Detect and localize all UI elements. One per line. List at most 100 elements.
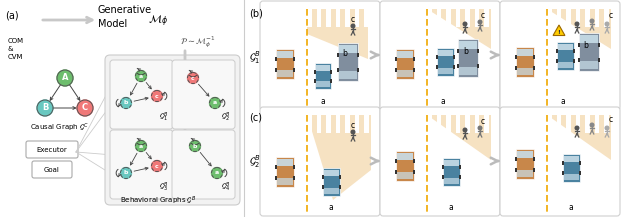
Bar <box>579 171 580 175</box>
Bar <box>326 115 331 133</box>
Bar <box>595 115 600 133</box>
Bar <box>413 56 415 61</box>
Bar <box>585 9 590 27</box>
Text: a: a <box>449 204 453 212</box>
Bar <box>465 115 470 133</box>
Bar <box>413 158 415 163</box>
Circle shape <box>575 126 579 130</box>
Circle shape <box>590 19 594 23</box>
Bar <box>575 9 580 27</box>
Bar <box>395 158 397 163</box>
Bar <box>317 9 321 27</box>
Bar <box>557 44 573 50</box>
Bar <box>566 115 571 133</box>
Bar <box>397 51 413 58</box>
Circle shape <box>463 22 467 26</box>
Circle shape <box>605 22 609 26</box>
Text: $\mathcal{G}_2^B$: $\mathcal{G}_2^B$ <box>249 154 261 170</box>
Circle shape <box>152 90 163 102</box>
Bar <box>337 67 339 71</box>
Bar <box>475 9 479 27</box>
Bar <box>276 157 294 187</box>
Text: a: a <box>440 97 445 107</box>
Bar <box>323 170 339 176</box>
Bar <box>575 115 580 133</box>
Bar <box>444 160 458 166</box>
Text: a: a <box>568 204 573 212</box>
FancyBboxPatch shape <box>380 1 500 110</box>
FancyBboxPatch shape <box>110 130 173 199</box>
Bar <box>395 67 397 71</box>
Bar <box>314 69 316 74</box>
Text: a: a <box>213 100 217 105</box>
Bar <box>456 9 460 27</box>
Bar <box>355 9 360 27</box>
Text: Executor: Executor <box>36 146 67 153</box>
Bar <box>459 41 477 49</box>
Bar <box>323 168 339 196</box>
Bar <box>364 115 369 133</box>
Bar <box>275 176 277 179</box>
Bar <box>396 151 414 181</box>
Polygon shape <box>427 9 491 49</box>
Bar <box>533 156 535 161</box>
Circle shape <box>575 22 579 26</box>
Bar <box>566 9 571 27</box>
Circle shape <box>351 130 355 134</box>
Circle shape <box>57 70 73 86</box>
Bar <box>275 67 277 71</box>
Text: b: b <box>124 171 128 176</box>
Bar <box>561 161 563 165</box>
Bar <box>316 65 330 71</box>
Bar <box>563 174 579 180</box>
Bar <box>475 115 479 133</box>
Bar <box>357 53 359 56</box>
Text: (c): (c) <box>249 112 262 122</box>
Bar <box>326 9 331 27</box>
Bar <box>465 9 470 27</box>
Bar <box>604 9 609 27</box>
Text: a: a <box>561 97 565 107</box>
Circle shape <box>605 126 609 130</box>
Bar <box>397 153 413 159</box>
Text: COM
&
CVM: COM & CVM <box>8 38 24 60</box>
Circle shape <box>478 20 482 24</box>
Text: a: a <box>139 143 143 148</box>
Polygon shape <box>547 115 611 160</box>
Bar <box>557 9 561 27</box>
Bar <box>355 115 360 133</box>
Bar <box>413 67 415 71</box>
Bar <box>337 53 339 56</box>
FancyBboxPatch shape <box>105 55 240 205</box>
Text: $\mathcal{M}_\phi$: $\mathcal{M}_\phi$ <box>148 14 168 29</box>
Bar <box>515 168 517 171</box>
Bar <box>595 9 600 27</box>
FancyBboxPatch shape <box>500 1 620 110</box>
Bar <box>446 115 451 133</box>
Bar <box>323 188 339 194</box>
Circle shape <box>478 126 482 130</box>
Bar <box>557 62 573 68</box>
Text: $\mathcal{G}_2^B$: $\mathcal{G}_2^B$ <box>221 111 230 124</box>
Text: $\mathcal{G}_4^B$: $\mathcal{G}_4^B$ <box>221 181 230 194</box>
Bar <box>484 9 489 27</box>
Text: c: c <box>481 117 485 127</box>
Bar <box>442 158 460 186</box>
Bar <box>316 81 330 87</box>
Bar <box>459 67 477 75</box>
Circle shape <box>152 161 163 171</box>
Bar <box>556 49 557 53</box>
Circle shape <box>37 100 53 116</box>
Bar <box>293 176 295 179</box>
Text: $\mathcal{G}_3^B$: $\mathcal{G}_3^B$ <box>159 181 168 194</box>
Bar <box>598 43 600 46</box>
Circle shape <box>211 168 223 179</box>
Text: c: c <box>609 12 613 20</box>
Bar <box>484 115 489 133</box>
Bar <box>517 49 533 56</box>
Bar <box>579 33 599 71</box>
Bar <box>397 172 413 179</box>
Text: c: c <box>481 12 485 20</box>
Bar <box>604 115 609 133</box>
Bar <box>578 58 580 61</box>
